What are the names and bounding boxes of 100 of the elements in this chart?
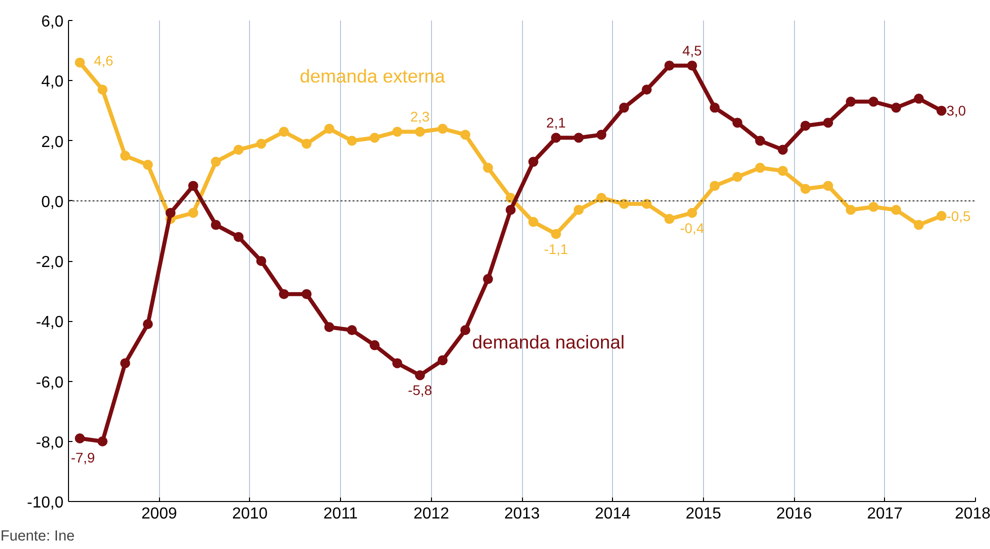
point	[74, 58, 85, 68]
point	[800, 184, 810, 194]
point	[438, 355, 448, 366]
point	[188, 180, 198, 191]
point	[574, 204, 584, 215]
point	[346, 325, 357, 336]
point	[891, 204, 902, 215]
data-label: 2,3	[410, 108, 430, 125]
point	[687, 60, 698, 71]
point	[482, 162, 493, 173]
point	[823, 118, 834, 128]
y-tick-label: -4,0	[36, 314, 64, 332]
point	[302, 138, 312, 149]
point	[710, 102, 720, 113]
y-tick-label: -6,0	[36, 374, 64, 392]
y-tick-label: 0,0	[41, 194, 64, 211]
y-tick-label: -10,0	[27, 494, 64, 512]
point	[755, 162, 766, 173]
point	[392, 358, 402, 368]
point	[392, 126, 402, 137]
x-tick-label: 2010	[232, 506, 268, 522]
point	[142, 160, 153, 170]
point	[210, 220, 221, 230]
x-tick-label: 2017	[867, 506, 903, 522]
data-label: -1,1	[544, 240, 568, 257]
point	[506, 204, 516, 215]
point	[936, 106, 946, 116]
point	[234, 144, 244, 155]
source-note: Fuente: Ine	[0, 528, 75, 544]
point	[619, 198, 630, 209]
point	[120, 358, 130, 368]
point	[324, 124, 334, 134]
point	[846, 96, 856, 107]
point	[732, 172, 742, 182]
point	[778, 144, 788, 155]
point	[642, 84, 652, 95]
point	[74, 433, 85, 444]
data-label: -5,8	[408, 382, 432, 398]
point	[346, 136, 357, 146]
point	[710, 180, 720, 191]
data-label: -7,9	[70, 449, 96, 466]
point	[210, 156, 221, 167]
y-tick-label: 6,0	[41, 14, 64, 30]
point	[414, 126, 425, 137]
point	[120, 150, 130, 161]
point	[324, 322, 334, 332]
point	[596, 130, 606, 140]
x-tick-label: 2013	[504, 506, 540, 522]
point	[596, 192, 606, 203]
data-label: -0,4	[680, 220, 704, 236]
point	[936, 210, 946, 221]
point	[414, 370, 425, 380]
series-label: demanda nacional	[472, 332, 625, 353]
point	[914, 220, 924, 230]
x-tick-label: 2009	[141, 506, 178, 522]
point	[868, 96, 878, 107]
point	[528, 216, 538, 227]
point	[98, 436, 108, 446]
x-tick-label: 2012	[414, 506, 450, 522]
x-tick-label: 2011	[323, 506, 358, 522]
point	[551, 228, 562, 239]
point	[687, 208, 698, 218]
y-tick-label: -2,0	[36, 254, 64, 271]
point	[664, 214, 674, 224]
point	[664, 60, 674, 71]
point	[823, 180, 834, 191]
point	[438, 124, 448, 134]
data-label: 3,0	[946, 102, 966, 119]
point	[482, 274, 493, 284]
point	[256, 138, 266, 149]
point	[868, 202, 878, 212]
point	[574, 132, 584, 143]
point	[278, 289, 289, 300]
point	[278, 126, 289, 137]
x-tick-label: 2014	[594, 506, 631, 522]
point	[778, 166, 788, 176]
point	[800, 120, 810, 131]
point	[302, 289, 312, 300]
point	[142, 319, 153, 330]
point	[642, 198, 652, 209]
point	[370, 132, 380, 143]
data-label: -0,5	[946, 208, 971, 224]
data-label: 4,5	[682, 42, 702, 59]
point	[732, 118, 742, 128]
point	[188, 208, 198, 218]
point	[755, 136, 766, 146]
y-tick-label: -8,0	[36, 434, 64, 452]
point	[619, 102, 630, 113]
x-tick-label: 2018	[954, 506, 990, 522]
point	[256, 256, 266, 266]
point	[98, 84, 108, 95]
point	[891, 102, 902, 113]
point	[551, 132, 562, 143]
x-tick-label: 2016	[776, 506, 812, 522]
point	[460, 130, 470, 140]
point	[166, 208, 176, 218]
data-label: 4,6	[94, 52, 114, 69]
x-tick-label: 2015	[686, 506, 722, 522]
y-tick-label: 4,0	[41, 74, 64, 91]
point	[370, 340, 380, 350]
